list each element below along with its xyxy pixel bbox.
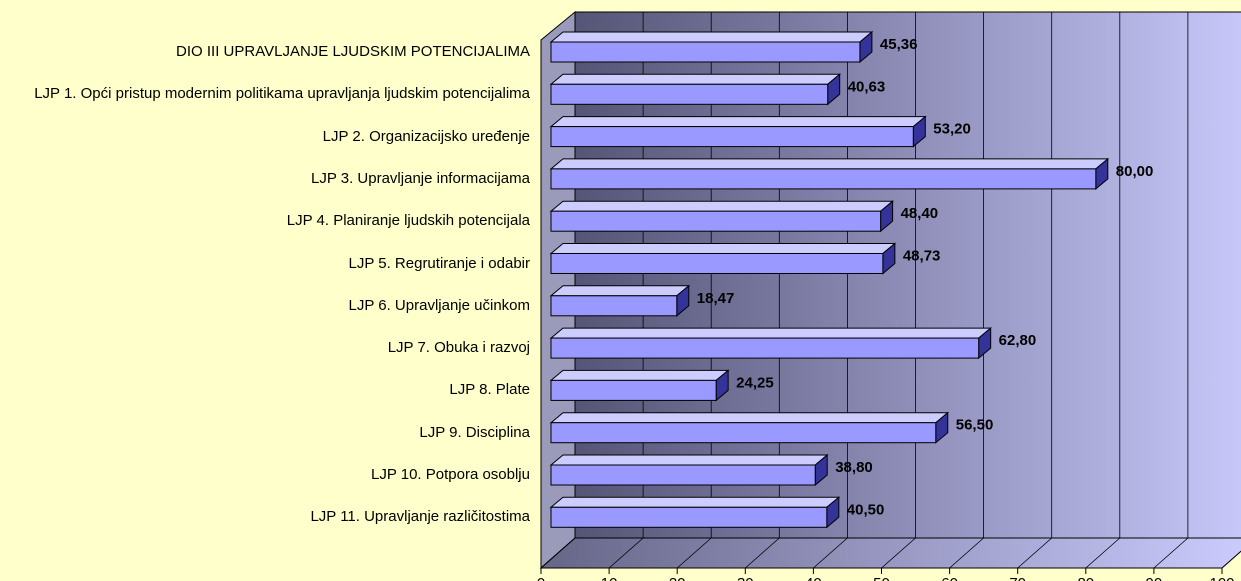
- category-label: LJP 1. Opći pristup modernim politikama …: [34, 85, 530, 103]
- bar-top: [549, 73, 842, 85]
- bar-top: [549, 454, 829, 466]
- bar-top: [549, 412, 950, 424]
- x-tick-label: 10: [601, 575, 618, 581]
- category-label: LJP 2. Organizacijsko uređenje: [322, 127, 530, 145]
- value-label: 45,36: [880, 36, 918, 53]
- x-tick-label: 50: [873, 575, 890, 581]
- bar-top: [549, 369, 730, 381]
- category-label: LJP 9. Disciplina: [419, 423, 530, 441]
- bar: [550, 210, 882, 232]
- value-label: 53,20: [933, 121, 971, 138]
- value-label: 38,80: [835, 459, 873, 476]
- bar-top: [549, 243, 897, 254]
- bar: [550, 422, 937, 444]
- category-label: LJP 4. Planiranje ljudskih potencijala: [286, 212, 530, 230]
- floor-line: [881, 537, 916, 569]
- bar-top: [549, 285, 691, 297]
- x-tick-label: 100: [1209, 575, 1234, 581]
- value-label: 48,40: [901, 205, 939, 222]
- x-tick-label: 30: [737, 575, 754, 581]
- floor-line: [1153, 537, 1189, 569]
- category-label: LJP 8. Plate: [449, 381, 530, 399]
- bar-top: [549, 200, 894, 212]
- bar: [550, 83, 829, 105]
- category-label: LJP 10. Potpora osoblju: [370, 466, 530, 483]
- bar: [550, 253, 884, 274]
- value-label: 18,47: [697, 290, 735, 307]
- floor-line: [608, 537, 644, 569]
- x-tick-label: 60: [941, 575, 958, 581]
- bar-top: [549, 496, 841, 508]
- x-tick-label: 70: [1009, 575, 1026, 581]
- value-label: 24,25: [736, 374, 774, 391]
- x-tick-label: 20: [669, 575, 686, 581]
- bar: [550, 168, 1097, 190]
- x-tick-label: 40: [805, 575, 822, 581]
- x-tick-label: 0: [537, 575, 545, 581]
- value-label: 40,50: [847, 501, 885, 518]
- value-label: 56,50: [956, 417, 994, 434]
- floor-line: [1085, 537, 1121, 569]
- value-label: 48,73: [903, 247, 941, 264]
- bar-top: [549, 327, 993, 339]
- category-label: LJP 6. Upravljanje učinkom: [348, 296, 530, 314]
- value-label: 62,80: [999, 332, 1037, 349]
- x-tick-label: 80: [1077, 575, 1094, 581]
- value-label: 40,63: [848, 78, 886, 95]
- floor: [539, 537, 1241, 569]
- bar: [550, 337, 980, 359]
- category-label: LJP 3. Upravljanje informacijama: [311, 169, 530, 187]
- floor-line: [745, 537, 780, 569]
- category-label: LJP 11. Upravljanje različitostima: [310, 508, 530, 526]
- floor-line: [540, 537, 576, 569]
- floor-line: [1017, 537, 1052, 569]
- bar: [550, 295, 678, 317]
- bar: [550, 379, 717, 401]
- floor-line: [676, 537, 712, 569]
- bar-top: [549, 158, 1110, 170]
- floor-line: [949, 537, 984, 569]
- bar: [550, 464, 816, 486]
- bar: [550, 126, 914, 148]
- category-label: LJP 7. Obuka i razvoj: [387, 339, 530, 357]
- category-label: LJP 5. Regrutiranje i odabir: [348, 254, 531, 272]
- x-tick-label: 90: [1146, 575, 1163, 581]
- bar-top: [549, 31, 874, 43]
- bar: [550, 41, 861, 63]
- bar-top: [549, 116, 927, 128]
- category-label: DIO III UPRAVLJANJE LJUDSKIM POTENCIJALI…: [176, 43, 530, 60]
- floor-line: [813, 537, 848, 569]
- floor-line: [1221, 550, 1241, 569]
- bar: [550, 506, 828, 528]
- value-label: 80,00: [1116, 163, 1154, 180]
